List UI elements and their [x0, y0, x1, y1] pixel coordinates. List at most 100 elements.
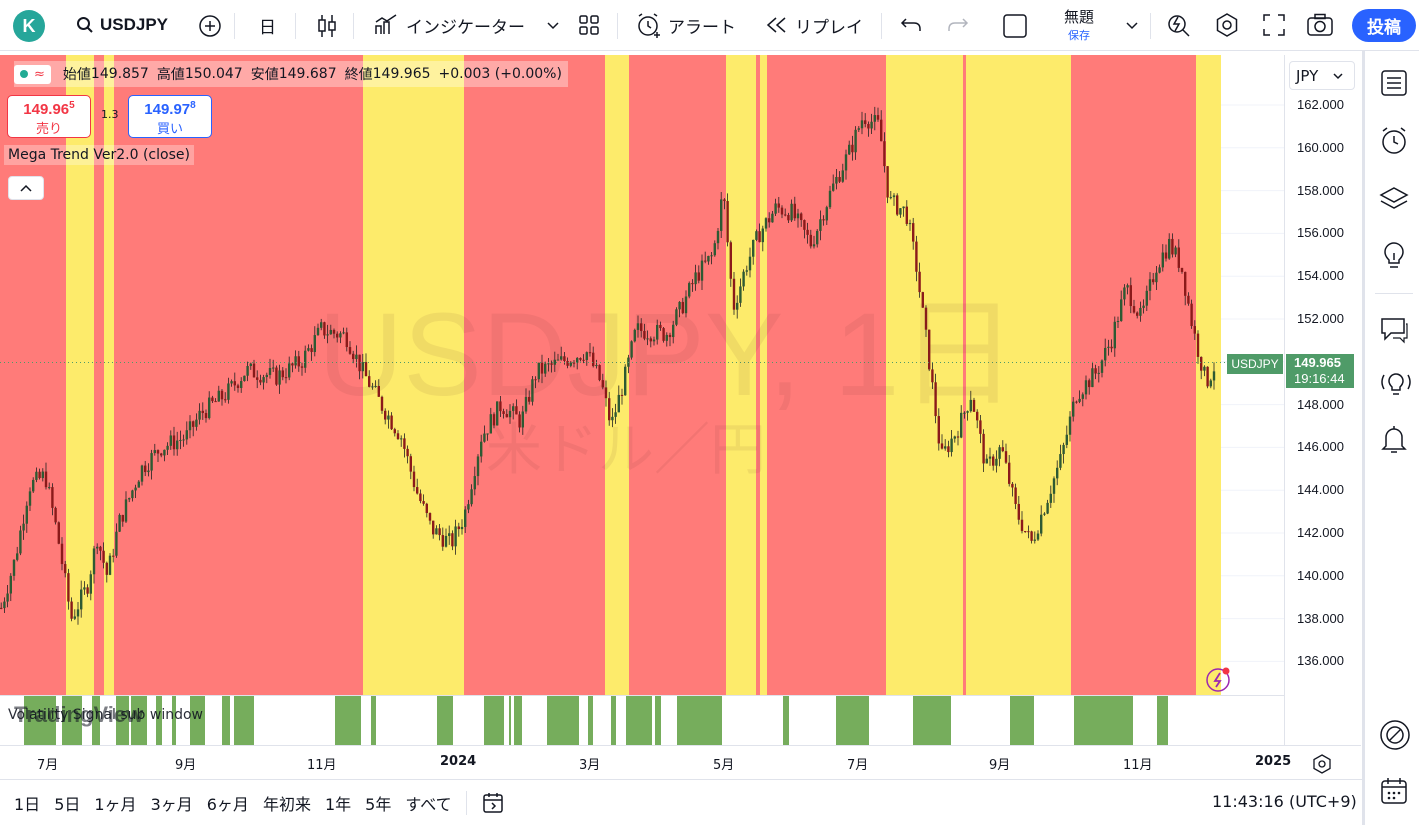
candle-body [684, 296, 688, 314]
redo-button[interactable] [947, 15, 969, 35]
indicators-dropdown-button[interactable] [546, 18, 560, 32]
ideas-button[interactable] [1379, 241, 1409, 271]
range-button[interactable]: 年初来 [262, 794, 311, 814]
streams-button[interactable] [1379, 369, 1411, 399]
candle-body [121, 514, 124, 522]
dom-button[interactable] [1379, 719, 1410, 750]
candle-body [454, 526, 457, 547]
quick-trade-button[interactable] [1205, 666, 1233, 694]
indicator-legend[interactable]: Mega Trend Ver2.0 (close) [4, 145, 194, 165]
price-axis-label: 146.000 [1297, 439, 1344, 455]
candle [537, 362, 540, 383]
candle [51, 483, 54, 516]
price-axis[interactable]: 162.000 160.000 158.000 156.000 154.000 152.0… [1284, 55, 1361, 745]
candle [880, 110, 883, 142]
user-avatar[interactable]: K [13, 10, 45, 42]
candle-body [368, 376, 371, 387]
candle-body [704, 260, 707, 262]
candle [28, 487, 32, 511]
candle [96, 543, 99, 555]
settings-button[interactable] [1214, 12, 1240, 38]
range-button[interactable]: 1日 [14, 794, 41, 814]
candle-body [1187, 295, 1190, 304]
candle-body [358, 354, 361, 372]
candle [80, 580, 83, 618]
undo-button[interactable] [900, 15, 922, 35]
time-axis[interactable]: 7月 9月 11月 2024 3月 5月 7月 9月 11月 2025 [0, 745, 1361, 779]
indicators-button[interactable]: インジケーター [374, 0, 525, 51]
axis-settings-button[interactable] [1311, 753, 1333, 775]
candle [976, 409, 979, 429]
symbol-search-button[interactable]: USDJPY [76, 0, 168, 51]
layout-grid-button[interactable] [578, 14, 600, 36]
subwindow-indicator-label[interactable]: Volatility Signal sub window [8, 707, 203, 723]
timezone-clock[interactable]: 11:43:16 (UTC+9) [1212, 792, 1357, 811]
candle-body [1107, 346, 1110, 348]
bear-zone [756, 55, 760, 695]
signal-bar [131, 696, 147, 746]
fullscreen-frame-button[interactable] [1002, 13, 1028, 39]
buy-price-pip: 8 [190, 100, 196, 111]
chart-type-button[interactable] [316, 13, 338, 39]
object-tree-button[interactable] [1379, 184, 1409, 214]
watchlist-button[interactable] [1379, 68, 1409, 98]
candle [960, 405, 963, 439]
candle-body [992, 456, 995, 466]
candle [192, 420, 195, 437]
main-chart-pane[interactable] [0, 55, 1284, 695]
market-status[interactable]: ≈ [14, 64, 51, 84]
chats-button[interactable] [1379, 314, 1409, 344]
collapse-legend-button[interactable] [8, 176, 44, 200]
price-chart[interactable] [0, 55, 1284, 695]
layout-name-button[interactable]: 無題 保存 [1044, 6, 1114, 43]
range-button[interactable]: 5日 [54, 794, 81, 814]
snapshot-button[interactable] [1306, 13, 1334, 37]
layout-dropdown-button[interactable] [1125, 18, 1139, 32]
candle-body [1068, 416, 1072, 435]
compare-symbol-button[interactable] [198, 14, 222, 38]
candle-body [1158, 267, 1161, 273]
candle [956, 430, 960, 446]
candle-body [486, 433, 489, 435]
price-axis-label: 140.000 [1297, 567, 1344, 583]
range-button[interactable]: すべて [405, 794, 452, 814]
alerts-panel-button[interactable] [1379, 126, 1409, 156]
range-button[interactable]: 3ヶ月 [150, 794, 193, 814]
candle [1161, 244, 1164, 272]
fullscreen-button[interactable] [1262, 13, 1286, 37]
range-button[interactable]: 6ヶ月 [206, 794, 249, 814]
range-button[interactable]: 1ヶ月 [94, 794, 137, 814]
goto-date-button[interactable] [481, 791, 505, 815]
candle [102, 542, 105, 569]
replay-button[interactable]: リプレイ [765, 0, 863, 51]
layers-icon [1379, 187, 1409, 209]
candle-body [521, 411, 524, 428]
currency-selector[interactable]: JPY [1289, 61, 1355, 90]
sell-button[interactable]: 149.965 売り [7, 95, 91, 138]
interval-button[interactable]: 日 [259, 0, 276, 51]
calendar-button[interactable] [1379, 776, 1409, 806]
publish-button[interactable]: 投稿 [1352, 9, 1416, 42]
broadcast-bulb-icon [1381, 373, 1411, 395]
candle-body [681, 301, 684, 314]
candle-body [838, 176, 841, 182]
candle [444, 528, 448, 548]
candle-body [396, 433, 400, 440]
quick-search-button[interactable] [1166, 12, 1192, 38]
alert-button[interactable]: アラート [636, 0, 736, 51]
candle [937, 408, 940, 451]
buy-button[interactable]: 149.978 買い [128, 95, 212, 138]
candle [678, 301, 681, 318]
notifications-button[interactable] [1379, 424, 1409, 454]
candle-body [99, 546, 102, 551]
candle [1110, 339, 1113, 353]
candle [1008, 455, 1011, 487]
signal-bar [836, 696, 869, 746]
range-button[interactable]: 5年 [365, 794, 392, 814]
candle [73, 609, 76, 621]
candle [262, 374, 265, 390]
candle [550, 360, 553, 373]
range-button[interactable]: 1年 [324, 794, 352, 814]
candle [745, 265, 748, 276]
subwindow-pane[interactable] [0, 695, 1284, 746]
